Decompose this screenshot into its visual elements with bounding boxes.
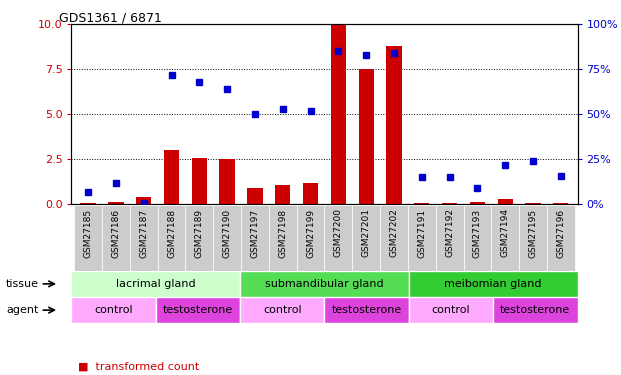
Bar [303,183,318,204]
Bar [491,205,519,271]
Bar [241,205,269,271]
Bar [130,205,158,271]
Text: submandibular gland: submandibular gland [265,279,384,289]
Bar [186,205,213,271]
Text: GSM27198: GSM27198 [278,209,288,258]
Bar [408,205,436,271]
Bar [358,69,374,204]
Bar [102,205,130,271]
Text: tissue: tissue [6,279,39,289]
Text: control: control [432,305,470,315]
Text: agent: agent [6,305,39,315]
Text: GSM27202: GSM27202 [389,209,399,257]
Bar [463,205,491,271]
Text: control: control [94,305,133,315]
Text: lacrimal gland: lacrimal gland [116,279,196,289]
Bar [108,202,124,204]
Bar [436,205,463,271]
Bar [269,205,297,271]
Text: GSM27188: GSM27188 [167,209,176,258]
Bar [164,150,179,204]
Text: control: control [263,305,302,315]
Bar [493,297,578,323]
Bar [240,271,409,297]
Bar [136,197,152,204]
Text: ■  transformed count: ■ transformed count [78,362,199,371]
Bar [386,46,402,204]
Text: GSM27190: GSM27190 [223,209,232,258]
Bar [240,297,324,323]
Bar [219,159,235,204]
Bar [324,205,352,271]
Bar [409,297,493,323]
Text: testosterone: testosterone [332,305,402,315]
Bar [71,271,240,297]
Text: GSM27193: GSM27193 [473,209,482,258]
Text: GSM27200: GSM27200 [334,209,343,257]
Text: GSM27199: GSM27199 [306,209,315,258]
Bar [352,205,380,271]
Bar [442,202,457,204]
Bar [81,202,96,204]
Bar [547,205,575,271]
Bar [275,184,291,204]
Bar [553,202,568,204]
Bar [156,297,240,323]
Text: GSM27194: GSM27194 [501,209,510,257]
Bar [158,205,186,271]
Bar [409,271,578,297]
Text: GSM27196: GSM27196 [556,209,565,258]
Text: testosterone: testosterone [163,305,233,315]
Text: testosterone: testosterone [501,305,571,315]
Bar [469,202,485,204]
Text: GSM27197: GSM27197 [250,209,260,258]
Text: GDS1361 / 6871: GDS1361 / 6871 [59,11,162,24]
Text: GSM27185: GSM27185 [84,209,93,258]
Bar [380,205,408,271]
Bar [71,297,156,323]
Text: GSM27195: GSM27195 [528,209,538,258]
Text: GSM27187: GSM27187 [139,209,148,258]
Bar [192,158,207,204]
Bar [297,205,324,271]
Bar [247,188,263,204]
Bar [497,199,513,204]
Bar [324,297,409,323]
Text: GSM27192: GSM27192 [445,209,454,257]
Bar [74,205,102,271]
Bar [331,24,346,204]
Bar [519,205,547,271]
Text: GSM27201: GSM27201 [361,209,371,257]
Bar [213,205,241,271]
Text: GSM27186: GSM27186 [111,209,120,258]
Text: GSM27189: GSM27189 [195,209,204,258]
Text: meibomian gland: meibomian gland [445,279,542,289]
Text: GSM27191: GSM27191 [417,209,426,258]
